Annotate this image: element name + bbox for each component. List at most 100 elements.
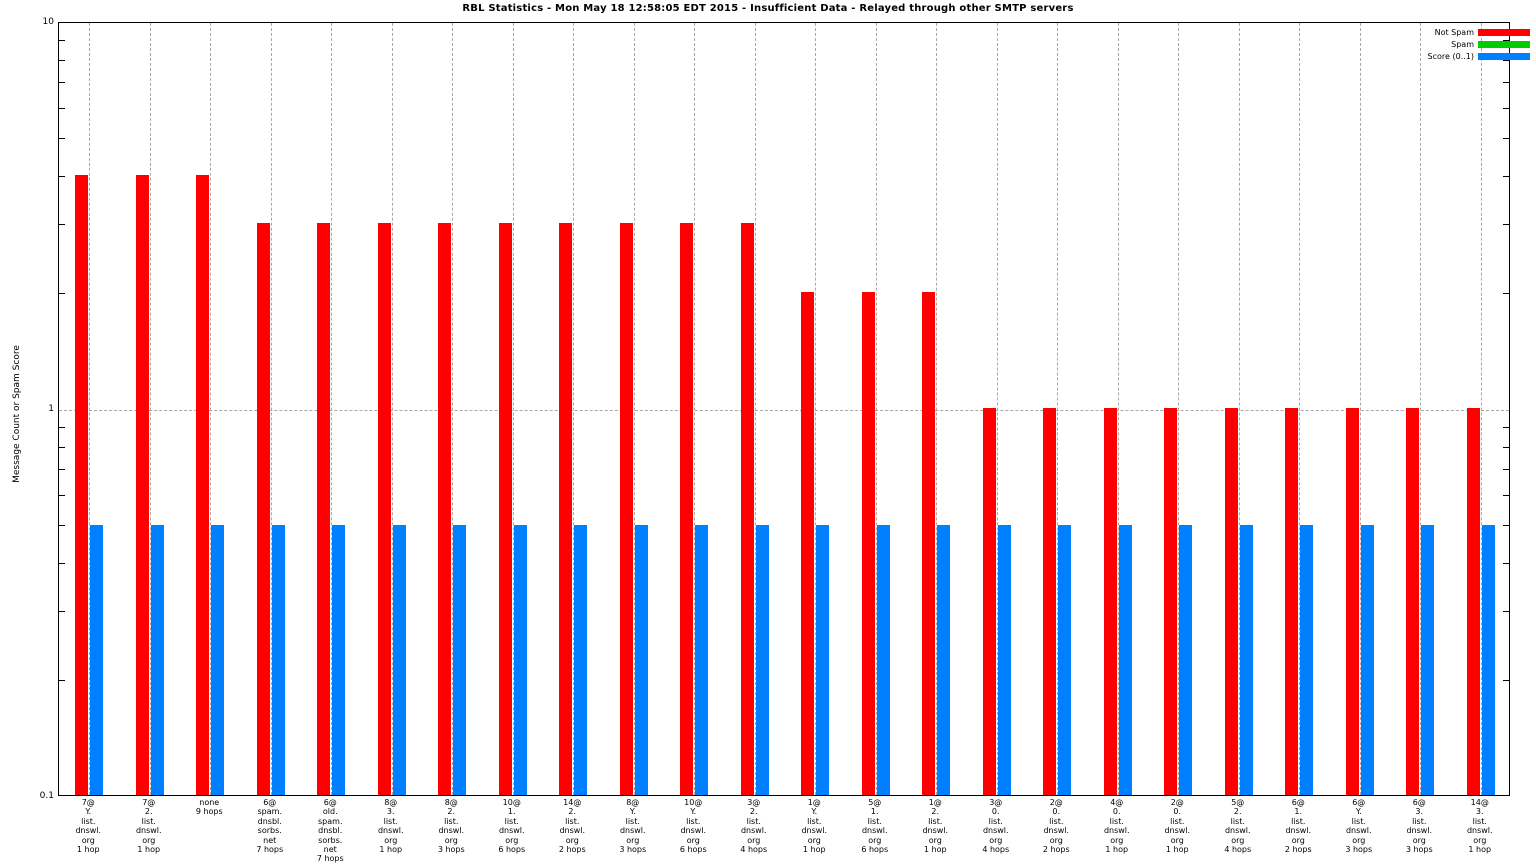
y-axis-minor-tick bbox=[1503, 292, 1510, 294]
legend: Not Spam Spam Score (0..1) bbox=[1380, 26, 1530, 62]
x-axis-tick-label: 2@ 0. list. dnswl. org 2 hops bbox=[1042, 798, 1070, 855]
legend-item: Score (0..1) bbox=[1380, 50, 1530, 62]
y-axis-minor-tick bbox=[58, 426, 65, 428]
x-axis-tick-label: 7@ 2. list. dnswl. org 1 hop bbox=[135, 798, 162, 855]
y-axis-minor-tick bbox=[1503, 563, 1510, 564]
y-axis-minor-tick bbox=[58, 138, 65, 140]
y-axis-minor-tick bbox=[58, 176, 65, 177]
bar-not-spam bbox=[801, 291, 815, 795]
bar-score-0-1 bbox=[1058, 524, 1072, 795]
bar-score-0-1 bbox=[392, 524, 406, 795]
gridline-vertical bbox=[1359, 23, 1361, 795]
y-axis-minor-tick bbox=[1503, 468, 1510, 470]
y-axis-minor-tick bbox=[1503, 81, 1510, 83]
bar-not-spam bbox=[1224, 408, 1238, 795]
x-axis-tick-label: 1@ 2. list. dnswl. org 1 hop bbox=[922, 798, 949, 855]
gridline-horizontal bbox=[59, 410, 1509, 411]
legend-item: Spam bbox=[1380, 38, 1530, 50]
y-axis-minor-tick bbox=[58, 468, 65, 470]
y-axis-minor-tick bbox=[58, 525, 65, 527]
x-axis-tick-label: 6@ 1. list. dnswl. org 2 hops bbox=[1284, 798, 1312, 855]
gridline-vertical bbox=[1420, 23, 1422, 795]
gridline-vertical bbox=[996, 23, 998, 795]
bar-not-spam bbox=[559, 223, 573, 795]
y-axis-title: Message Count or Spam Score bbox=[12, 345, 22, 483]
y-axis-minor-tick bbox=[1503, 679, 1510, 681]
bar-not-spam bbox=[196, 175, 210, 795]
y-axis-minor-tick bbox=[1503, 176, 1510, 177]
bar-score-0-1 bbox=[634, 524, 648, 795]
bar-not-spam bbox=[256, 223, 270, 795]
bar-not-spam bbox=[377, 223, 391, 795]
bar-not-spam bbox=[619, 223, 633, 795]
bar-not-spam bbox=[1043, 408, 1057, 795]
bar-score-0-1 bbox=[574, 524, 588, 795]
bar-score-0-1 bbox=[755, 524, 769, 795]
x-axis-tick-label: 6@ Y. list. dnswl. org 3 hops bbox=[1345, 798, 1373, 855]
y-axis-minor-tick bbox=[58, 224, 65, 226]
bar-score-0-1 bbox=[1179, 524, 1193, 795]
gridline-vertical bbox=[573, 23, 575, 795]
bar-score-0-1 bbox=[453, 524, 467, 795]
gridline-vertical bbox=[149, 23, 151, 795]
bar-score-0-1 bbox=[1481, 524, 1495, 795]
y-axis-minor-tick bbox=[1503, 39, 1510, 41]
plot-area bbox=[58, 22, 1510, 796]
legend-color-swatch bbox=[1478, 52, 1530, 60]
bar-score-0-1 bbox=[816, 524, 830, 795]
bar-not-spam bbox=[1164, 408, 1178, 795]
y-axis-minor-tick bbox=[1503, 224, 1510, 226]
x-axis-tick-label: none 9 hops bbox=[195, 798, 223, 817]
gridline-vertical bbox=[210, 23, 212, 795]
y-axis-minor-tick bbox=[58, 611, 65, 613]
gridline-vertical bbox=[391, 23, 393, 795]
x-axis-tick-label: 8@ 2. list. dnswl. org 3 hops bbox=[437, 798, 465, 855]
bar-not-spam bbox=[1466, 408, 1480, 795]
bar-not-spam bbox=[922, 291, 936, 795]
gridline-vertical bbox=[1480, 23, 1482, 795]
y-axis-minor-tick bbox=[58, 107, 65, 109]
bar-score-0-1 bbox=[1300, 524, 1314, 795]
page-title: RBL Statistics - Mon May 18 12:58:05 EDT… bbox=[462, 3, 1074, 14]
y-axis-minor-tick bbox=[1503, 494, 1510, 496]
x-axis-tick-label: 4@ 0. list. dnswl. org 1 hop bbox=[1103, 798, 1130, 855]
y-axis-minor-tick bbox=[58, 563, 65, 564]
x-axis-tick-label: 14@ 3. list. dnswl. org 1 hop bbox=[1466, 798, 1493, 855]
y-axis-tick-label: 0.1 bbox=[39, 791, 54, 801]
y-axis-minor-tick bbox=[1503, 138, 1510, 140]
y-axis-minor-tick bbox=[1503, 446, 1510, 448]
bar-not-spam bbox=[438, 223, 452, 795]
x-axis-tick-label: 7@ Y. list. dnswl. org 1 hop bbox=[75, 798, 102, 855]
bar-score-0-1 bbox=[937, 524, 951, 795]
bar-score-0-1 bbox=[1421, 524, 1435, 795]
gridline-vertical bbox=[633, 23, 635, 795]
x-axis-tick-label: 6@ spam. dnsbl. sorbs. net 7 hops bbox=[256, 798, 284, 855]
bar-not-spam bbox=[135, 175, 149, 795]
bar-score-0-1 bbox=[271, 524, 285, 795]
bar-score-0-1 bbox=[513, 524, 527, 795]
bar-not-spam bbox=[1345, 408, 1359, 795]
bar-not-spam bbox=[861, 291, 875, 795]
legend-color-swatch bbox=[1478, 40, 1530, 48]
y-axis-minor-tick bbox=[1503, 611, 1510, 613]
bar-score-0-1 bbox=[876, 524, 890, 795]
y-axis-minor-tick bbox=[1503, 59, 1510, 61]
gridline-vertical bbox=[1117, 23, 1119, 795]
y-axis-tick-label: 1 bbox=[48, 404, 54, 414]
x-axis-tick-label: 2@ 0. list. dnswl. org 1 hop bbox=[1164, 798, 1191, 855]
x-axis-tick-label: 14@ 2. list. dnswl. org 2 hops bbox=[558, 798, 586, 855]
legend-label: Not Spam bbox=[1434, 27, 1474, 37]
bar-not-spam bbox=[498, 223, 512, 795]
bar-not-spam bbox=[75, 175, 89, 795]
y-axis-minor-tick bbox=[1503, 525, 1510, 527]
legend-item: Not Spam bbox=[1380, 26, 1530, 38]
y-axis-minor-tick bbox=[1503, 107, 1510, 109]
bar-score-0-1 bbox=[1239, 524, 1253, 795]
bar-not-spam bbox=[1406, 408, 1420, 795]
gridline-vertical bbox=[512, 23, 514, 795]
bar-score-0-1 bbox=[90, 524, 104, 795]
gridline-vertical bbox=[694, 23, 696, 795]
bar-score-0-1 bbox=[1360, 524, 1374, 795]
bar-not-spam bbox=[982, 408, 996, 795]
gridline-vertical bbox=[1238, 23, 1240, 795]
